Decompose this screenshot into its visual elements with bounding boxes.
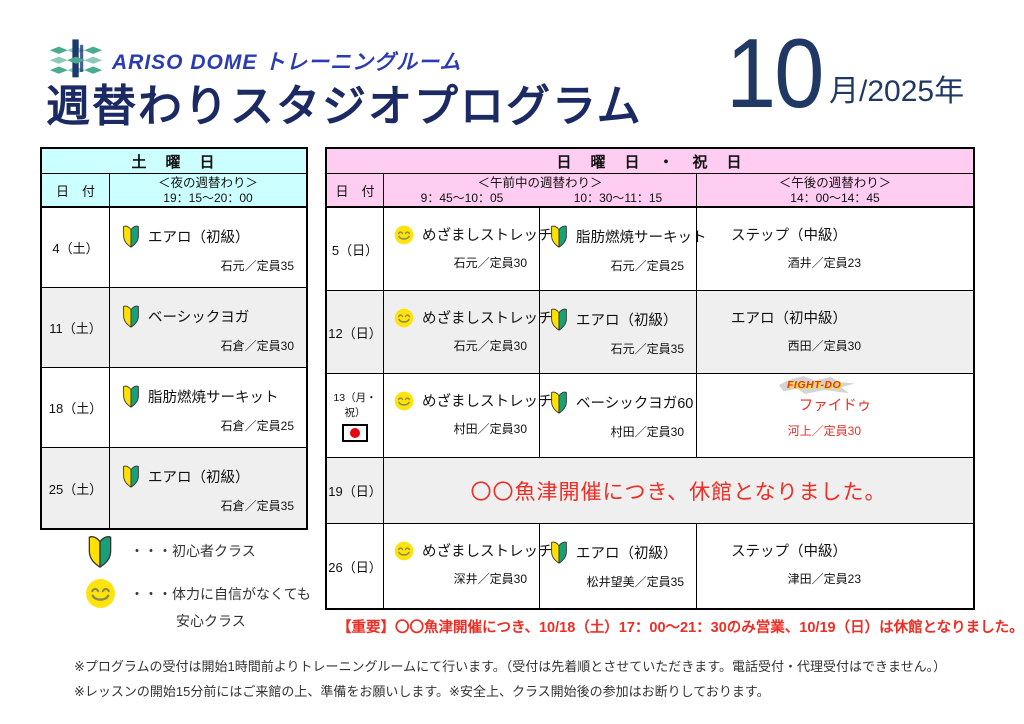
- sunday-row-3: 13（月・祝） めざましストレッチ 村田／定員30 ベーシックヨガ60 村田／定…: [327, 374, 973, 458]
- smiley-icon: [84, 578, 116, 609]
- date-column-header: 日 付: [42, 174, 110, 206]
- row-date: 18（土）: [42, 368, 110, 447]
- beginner-icon: [123, 465, 139, 488]
- course-staff: 石元／定員35: [220, 259, 294, 273]
- sunday-table-title: 日 曜 日 ・ 祝 日: [327, 149, 973, 174]
- month-number: 10: [726, 18, 824, 128]
- course-staff: 石元／定員35: [610, 342, 684, 356]
- row-date: 13（月・祝）: [333, 391, 377, 419]
- row-date: 4（土）: [42, 208, 110, 287]
- course-staff: 石倉／定員30: [220, 339, 294, 353]
- course-name: ステップ（中級）: [731, 228, 847, 244]
- morning-slot-time-1: 9：45～10：05: [420, 190, 504, 205]
- closed-notice: 〇〇魚津開催につき、休館となりました。: [470, 480, 887, 504]
- saturday-row-2: 11（土） ベーシックヨガ 石倉／定員30: [42, 288, 306, 368]
- course-name: エアロ（初級）: [576, 312, 678, 329]
- legend-smiley-label-line2: 安心クラス: [176, 613, 246, 629]
- saturday-table-header: 日 付 ＜夜の週替わり＞ 19：15～20：00: [42, 174, 306, 208]
- saturday-row-4: 25（土） エアロ（初級） 石倉／定員35: [42, 448, 306, 528]
- sunday-schedule-table: 日 曜 日 ・ 祝 日 日 付 ＜午前中の週替わり＞ 9：45～10：05 10…: [325, 147, 975, 610]
- course-name: エアロ（初級）: [148, 469, 250, 486]
- course-staff: 深井／定員30: [453, 572, 527, 586]
- course-name: 脂肪燃焼サーキット: [148, 389, 279, 406]
- row-date: 26（日）: [327, 524, 384, 608]
- course-staff: 石倉／定員35: [220, 499, 294, 513]
- row-date-holiday: 13（月・祝）: [327, 374, 384, 457]
- date-column-header: 日 付: [327, 174, 384, 206]
- morning-slot-time-2: 10：30～11：15: [573, 190, 663, 205]
- evening-slot-time: 19：15～20：00: [163, 190, 253, 205]
- afternoon-slot-time: 14：00～14：45: [790, 190, 880, 205]
- beginner-icon: [123, 225, 139, 248]
- beginner-icon: [551, 391, 567, 414]
- course-name: めざましストレッチ: [422, 311, 553, 327]
- fight-do-logo: FIGHT-DO: [779, 376, 865, 394]
- course-name: エアロ（初級）: [148, 229, 250, 246]
- smiley-icon: [394, 540, 414, 561]
- course-name: めざましストレッチ: [422, 544, 553, 560]
- course-name: エアロ（初級）: [576, 545, 678, 562]
- sunday-table-header: 日 付 ＜午前中の週替わり＞ 9：45～10：05 10：30～11：15 ＜午…: [327, 174, 973, 208]
- legend-smiley-label-line1: ・・・体力に自信がなくても: [130, 585, 311, 602]
- row-date: 5（日）: [327, 208, 384, 290]
- smiley-icon: [394, 390, 414, 411]
- saturday-row-3: 18（土） 脂肪燃焼サーキット 石倉／定員25: [42, 368, 306, 448]
- afternoon-slot-header: ＜午後の週替わり＞: [778, 175, 892, 190]
- sunday-row-4-closed: 19（日） 〇〇魚津開催につき、休館となりました。: [327, 458, 973, 524]
- course-name: エアロ（初中級）: [731, 311, 847, 327]
- course-name: ベーシックヨガ60: [576, 395, 694, 412]
- saturday-table-title: 土 曜 日: [42, 149, 306, 174]
- beginner-icon: [551, 308, 567, 331]
- course-staff: 村田／定員30: [453, 422, 527, 436]
- beginner-icon: [551, 541, 567, 564]
- course-name: ステップ（中級）: [731, 544, 847, 560]
- row-date: 19（日）: [327, 458, 384, 523]
- course-staff: 酒井／定員23: [787, 256, 861, 270]
- sunday-row-1: 5（日） めざましストレッチ 石元／定員30 脂肪燃焼サーキット 石元／定員25…: [327, 208, 973, 291]
- beginner-icon: [88, 536, 112, 568]
- sunday-row-5: 26（日） めざましストレッチ 深井／定員30 エアロ（初級） 松井望美／定員3…: [327, 524, 973, 608]
- course-staff: 石倉／定員25: [220, 419, 294, 433]
- row-date: 11（土）: [42, 288, 110, 367]
- morning-slot-header: ＜午前中の週替わり＞: [477, 175, 603, 190]
- course-staff: 村田／定員30: [610, 425, 684, 439]
- course-name: ファイドゥ: [798, 398, 872, 414]
- row-date: 12（日）: [327, 291, 384, 373]
- beginner-icon: [551, 225, 567, 248]
- smiley-icon: [394, 307, 414, 328]
- course-staff: 松井望美／定員35: [586, 575, 684, 589]
- course-staff: 石元／定員25: [610, 259, 684, 273]
- beginner-icon: [123, 385, 139, 408]
- course-staff: 津田／定員23: [787, 572, 861, 586]
- saturday-row-1: 4（土） エアロ（初級） 石元／定員35: [42, 208, 306, 288]
- page-title: 週替わりスタジオプログラム: [46, 82, 643, 131]
- course-name: 脂肪燃焼サーキット: [576, 229, 707, 246]
- footnote-2: ※レッスンの開始15分前にはご来館の上、準備をお願いします。※安全上、クラス開始…: [74, 684, 770, 699]
- legend: ・・・初心者クラス ・・・体力に自信がなくても 安心クラス: [70, 534, 311, 631]
- japan-flag-icon: [342, 423, 368, 442]
- row-date: 25（土）: [42, 448, 110, 528]
- month-year-suffix: 月/2025年: [829, 75, 965, 109]
- month-year: 10 月/2025年: [726, 18, 965, 128]
- legend-beginner-label: ・・・初心者クラス: [130, 543, 256, 559]
- course-staff: 河上／定員30: [787, 424, 861, 438]
- evening-slot-header: ＜夜の週替わり＞: [157, 175, 258, 190]
- course-name: ベーシックヨガ: [148, 309, 250, 326]
- saturday-schedule-table: 土 曜 日 日 付 ＜夜の週替わり＞ 19：15～20：00 4（土） エアロ（…: [40, 147, 308, 530]
- course-staff: 西田／定員30: [787, 339, 861, 353]
- course-name: めざましストレッチ: [422, 228, 553, 244]
- course-staff: 石元／定員30: [453, 256, 527, 270]
- course-staff: 石元／定員30: [453, 339, 527, 353]
- footnote-1: ※プログラムの受付は開始1時間前よりトレーニングルームにて行います。（受付は先着…: [74, 659, 947, 674]
- sunday-row-2: 12（日） めざましストレッチ 石元／定員30 エアロ（初級） 石元／定員35 …: [327, 291, 973, 374]
- brand-title: ARISO DOME トレーニングルーム: [112, 51, 462, 74]
- smiley-icon: [394, 224, 414, 245]
- important-notice: 【重要】〇〇魚津開催につき、10/18（土）17：00～21：30のみ営業、10…: [337, 620, 1024, 636]
- legend-beginner: ・・・初心者クラス: [70, 534, 311, 568]
- beginner-icon: [123, 305, 139, 328]
- course-name: めざましストレッチ: [422, 394, 553, 410]
- ariso-dome-logo: [48, 38, 104, 91]
- legend-smiley: ・・・体力に自信がなくても: [70, 578, 311, 609]
